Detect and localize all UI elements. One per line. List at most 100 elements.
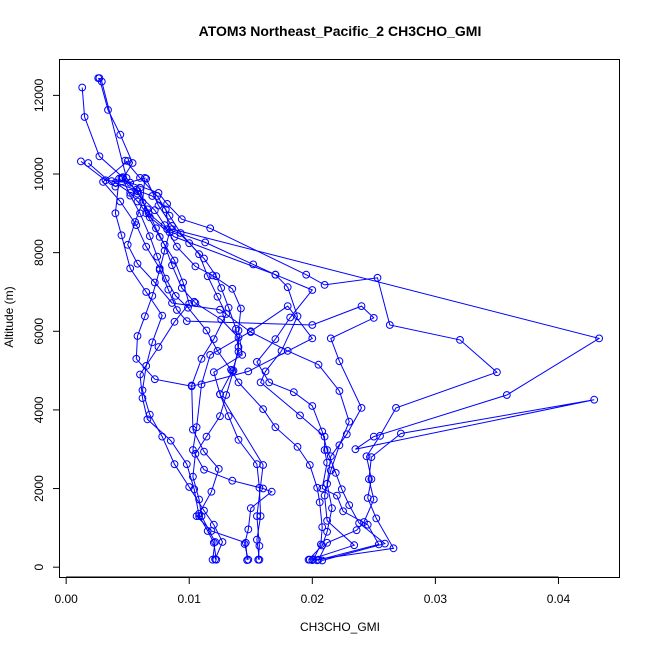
data-point <box>218 538 227 546</box>
data-point <box>335 387 344 395</box>
data-point <box>173 306 181 314</box>
data-point <box>191 262 200 271</box>
data-point <box>171 292 180 300</box>
data-point <box>201 238 210 247</box>
data-point <box>211 538 220 546</box>
data-point <box>160 240 169 249</box>
data-point <box>302 270 311 279</box>
series-11 <box>142 174 268 564</box>
x-tick-label: 0.03 <box>424 592 448 606</box>
data-point <box>132 185 141 194</box>
data-point <box>176 229 185 237</box>
data-point <box>168 261 176 270</box>
data-point <box>367 475 376 484</box>
data-point <box>241 538 250 547</box>
data-point <box>121 156 130 165</box>
data-point <box>323 527 332 536</box>
data-point <box>318 523 327 531</box>
data-point <box>243 556 252 564</box>
data-point <box>138 394 147 403</box>
data-point <box>244 367 253 376</box>
data-point <box>456 336 464 344</box>
data-point <box>195 250 204 259</box>
data-point <box>326 334 335 343</box>
data-point <box>255 483 264 492</box>
data-point <box>200 447 208 456</box>
data-point <box>339 507 348 516</box>
data-point <box>222 391 231 399</box>
data-point <box>352 526 361 535</box>
data-point <box>142 288 151 296</box>
data-point <box>161 205 170 214</box>
data-point <box>246 504 255 513</box>
series-line <box>114 178 224 560</box>
data-point <box>335 441 344 450</box>
data-point <box>261 367 270 376</box>
data-point <box>150 375 159 384</box>
data-point <box>203 272 212 281</box>
data-point <box>126 189 135 197</box>
data-point <box>345 417 354 426</box>
data-point <box>206 224 215 233</box>
series-line <box>115 182 380 561</box>
data-point <box>305 461 314 469</box>
data-point <box>320 491 329 500</box>
data-point <box>191 450 200 458</box>
data-point <box>222 310 231 318</box>
series-10 <box>117 174 243 564</box>
data-point <box>209 335 218 344</box>
data-point <box>283 283 292 292</box>
plot-frame <box>59 59 620 578</box>
data-point <box>265 378 274 387</box>
data-point <box>216 412 224 421</box>
data-point <box>143 415 152 424</box>
data-point <box>170 233 179 241</box>
data-point <box>161 274 170 283</box>
data-point <box>308 556 317 564</box>
data-point <box>595 334 603 343</box>
data-point <box>187 381 196 390</box>
data-point <box>154 343 163 351</box>
data-point <box>145 232 154 241</box>
data-point <box>216 390 224 399</box>
data-point <box>228 367 237 375</box>
data-point <box>277 347 286 355</box>
data-point <box>166 436 175 445</box>
x-tick-label: 0.04 <box>547 592 571 606</box>
data-point <box>255 542 264 550</box>
data-point <box>142 174 151 183</box>
data-point <box>389 544 398 553</box>
data-point <box>493 368 501 377</box>
data-point <box>333 491 341 500</box>
data-point <box>369 314 378 322</box>
data-point <box>142 242 151 251</box>
data-point <box>345 501 354 510</box>
data-point <box>207 487 216 496</box>
data-point <box>190 485 199 494</box>
data-point <box>165 211 174 220</box>
data-point <box>150 206 159 215</box>
series-line <box>80 161 498 561</box>
data-point <box>153 252 162 261</box>
data-point <box>323 446 332 454</box>
data-point <box>197 380 206 389</box>
data-point <box>182 460 191 469</box>
series-line <box>124 160 248 561</box>
series-line <box>111 180 314 560</box>
data-point <box>136 370 144 379</box>
data-point <box>326 466 335 475</box>
data-point <box>163 200 172 208</box>
data-point <box>208 555 217 564</box>
data-point <box>308 321 317 329</box>
data-point <box>117 174 126 182</box>
data-point <box>254 555 263 564</box>
data-point <box>392 404 400 412</box>
data-point <box>185 483 194 491</box>
data-point <box>136 174 144 182</box>
data-point <box>154 201 163 210</box>
data-point <box>152 224 160 233</box>
y-axis: 0 2000 4000 6000 8000 10000 12000 <box>32 78 60 571</box>
data-point <box>318 484 327 493</box>
series-3 <box>77 157 501 564</box>
data-point <box>362 452 371 461</box>
